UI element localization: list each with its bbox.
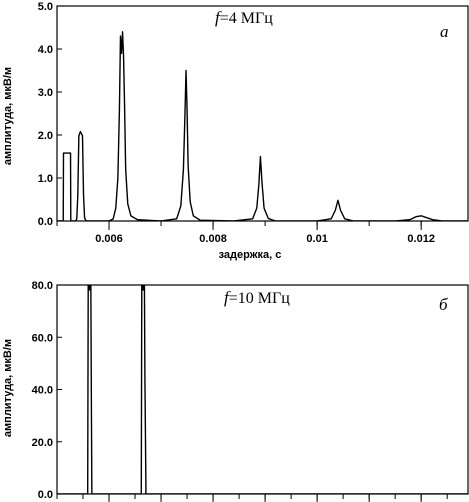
chart-b-freq-annotation: f=10 МГц [224, 288, 290, 307]
chart-b-ytick-label: 20.0 [32, 437, 53, 449]
chart-a-xtick-label: 0.012 [407, 233, 435, 245]
chart-a-ylabel: амплитуда, мкВ/м [2, 67, 14, 165]
chart-a-xtick-label: 0.008 [199, 233, 227, 245]
chart-b-axes-frame [56, 284, 469, 495]
chart-a-series-line [57, 31, 468, 221]
chart-b-ytick-label: 80.0 [32, 280, 53, 292]
chart-a-axes-frame [56, 5, 469, 222]
chart-a-ytick-label: 5.0 [38, 1, 53, 13]
chart-panel-a: 0.006 0.008 0.01 0.012 0.0 1.0 2.0 3.0 4.0 5.0 з… [2, 1, 469, 261]
chart-a-frame [56, 5, 469, 222]
chart-a-xtick-label: 0.01 [306, 233, 327, 245]
chart-a-y-ticks: 0.0 1.0 2.0 3.0 4.0 5.0 [38, 1, 62, 228]
chart-b-frame [56, 284, 469, 495]
chart-a-ytick-label: 4.0 [38, 44, 53, 56]
chart-a-series [57, 31, 468, 221]
chart-b-ytick-label: 60.0 [32, 332, 53, 344]
chart-b-freq-symbol: f [224, 288, 231, 307]
chart-b-ylabel: амплитуда, мкВ/м [2, 339, 14, 437]
chart-b-series [57, 285, 468, 494]
chart-a-xtick-label: 0.006 [95, 233, 123, 245]
chart-a-xlabel: задержка, с [219, 249, 282, 261]
chart-a-panel-label: а [440, 22, 449, 41]
chart-b-y-ticks: 0.0 20.0 40.0 60.0 80.0 [32, 280, 62, 501]
chart-b-ytick-label: 0.0 [38, 489, 53, 501]
chart-a-freq-symbol: f [215, 8, 222, 27]
chart-b-freq-value: =10 МГц [229, 290, 291, 307]
chart-b-ytick-label: 40.0 [32, 385, 53, 397]
chart-b-series-line [57, 285, 468, 494]
chart-a-freq-value: =4 МГц [220, 10, 274, 27]
chart-a-ytick-label: 2.0 [38, 130, 53, 142]
chart-a-x-ticks: 0.006 0.008 0.01 0.012 [56, 221, 435, 245]
chart-a-ytick-label: 3.0 [38, 87, 53, 99]
chart-a-ytick-label: 1.0 [38, 173, 53, 185]
chart-a-freq-annotation: f=4 МГц [215, 8, 273, 27]
chart-b-panel-label: б [439, 295, 448, 314]
chart-b-x-ticks [56, 494, 448, 502]
chart-a-ytick-label: 0.0 [38, 216, 53, 228]
chart-panel-b: 0.0 20.0 40.0 60.0 80.0 амплитуда, мкВ/м f=1… [2, 280, 469, 502]
